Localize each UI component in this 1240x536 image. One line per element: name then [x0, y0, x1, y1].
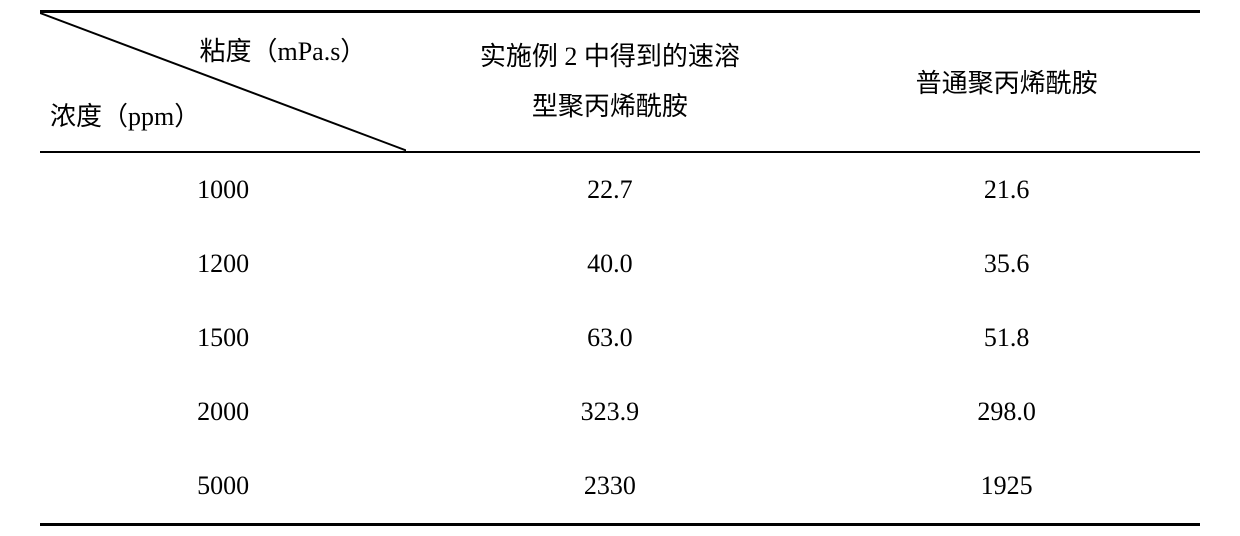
cell-concentration: 5000: [40, 449, 406, 525]
diagonal-header-cell: 粘度（mPa.s） 浓度（ppm）: [40, 12, 406, 152]
cell-concentration: 1200: [40, 227, 406, 301]
header-col2-line2: 型聚丙烯酰胺: [532, 92, 688, 121]
viscosity-table-container: 粘度（mPa.s） 浓度（ppm） 实施例 2 中得到的速溶 型聚丙烯酰胺 普通…: [0, 0, 1240, 536]
header-viscosity-label: 粘度（mPa.s）: [199, 31, 366, 68]
table-row: 2000 323.9 298.0: [40, 375, 1200, 449]
header-col-3: 普通聚丙烯酰胺: [813, 12, 1200, 152]
cell-value-normal: 1925: [813, 449, 1200, 525]
cell-value-instant: 40.0: [406, 227, 813, 301]
header-col-2: 实施例 2 中得到的速溶 型聚丙烯酰胺: [406, 12, 813, 152]
cell-value-instant: 323.9: [406, 375, 813, 449]
header-concentration-label: 浓度（ppm）: [50, 96, 200, 133]
cell-concentration: 2000: [40, 375, 406, 449]
cell-concentration: 1500: [40, 301, 406, 375]
header-col2-line1: 实施例 2 中得到的速溶: [480, 42, 740, 71]
cell-value-normal: 21.6: [813, 152, 1200, 227]
header-col3-label: 普通聚丙烯酰胺: [916, 69, 1098, 98]
table-row: 1500 63.0 51.8: [40, 301, 1200, 375]
table-row: 1200 40.0 35.6: [40, 227, 1200, 301]
viscosity-table: 粘度（mPa.s） 浓度（ppm） 实施例 2 中得到的速溶 型聚丙烯酰胺 普通…: [40, 10, 1200, 526]
cell-value-normal: 298.0: [813, 375, 1200, 449]
table-row: 1000 22.7 21.6: [40, 152, 1200, 227]
cell-concentration: 1000: [40, 152, 406, 227]
cell-value-instant: 22.7: [406, 152, 813, 227]
cell-value-instant: 63.0: [406, 301, 813, 375]
cell-value-normal: 51.8: [813, 301, 1200, 375]
header-row: 粘度（mPa.s） 浓度（ppm） 实施例 2 中得到的速溶 型聚丙烯酰胺 普通…: [40, 12, 1200, 152]
cell-value-normal: 35.6: [813, 227, 1200, 301]
cell-value-instant: 2330: [406, 449, 813, 525]
table-row: 5000 2330 1925: [40, 449, 1200, 525]
